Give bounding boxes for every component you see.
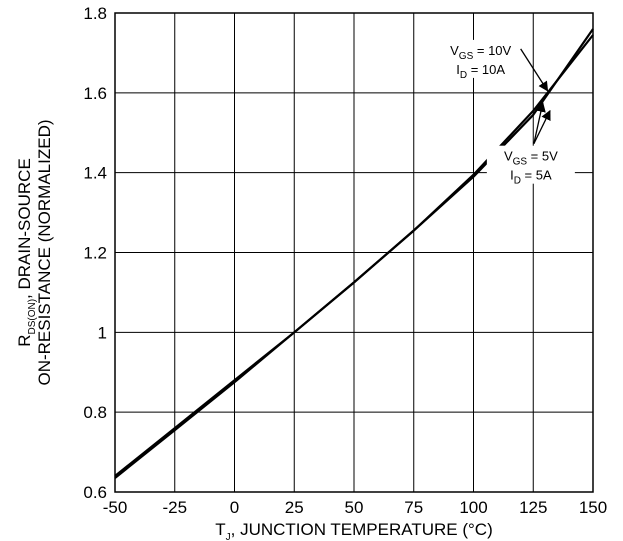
y-tick-labels: 0.6 0.8 1 1.2 1.4 1.6 1.8 xyxy=(83,4,107,502)
annotation-bg-2 xyxy=(486,145,575,184)
x-axis-label-rest: , JUNCTION TEMPERATURE (°C) xyxy=(231,520,493,539)
series-line-2 xyxy=(114,28,594,479)
y-axis-label-main: R xyxy=(15,335,34,347)
y-tick-label: 1.8 xyxy=(83,4,107,23)
x-axis-label: TJ, JUNCTION TEMPERATURE (°C) xyxy=(215,520,493,541)
x-axis-label-sub: J xyxy=(226,532,231,541)
y-axis-label-sub: DS(ON) xyxy=(27,299,38,335)
y-tick-label: 1.4 xyxy=(83,164,107,183)
annotation-1-line-2: ID = 10A xyxy=(456,62,505,81)
y-axis-label-rest: , DRAIN-SOURCE xyxy=(15,158,34,299)
y-tick-label: 0.8 xyxy=(83,403,107,422)
x-tick-label: -25 xyxy=(162,498,187,517)
y-tick-label: 0.6 xyxy=(83,483,107,502)
annotation-arrow xyxy=(533,101,546,144)
x-tick-labels: -50 -25 0 25 50 75 100 125 150 xyxy=(103,498,607,517)
x-tick-label: 75 xyxy=(404,498,423,517)
x-tick-label: 25 xyxy=(285,498,304,517)
annotation-bg-1 xyxy=(436,39,525,78)
y-tick-label: 1 xyxy=(98,323,107,342)
x-tick-label: 0 xyxy=(230,498,239,517)
series-group xyxy=(114,28,594,479)
annotation-1-line-1: VGS = 10V xyxy=(450,43,511,62)
annotation-arrow xyxy=(533,109,551,144)
y-axis-label-line1: RDS(ON), DRAIN-SOURCE xyxy=(15,158,38,347)
x-tick-label: 100 xyxy=(459,498,487,517)
annotation-2-line-2: ID = 5A xyxy=(510,168,552,187)
x-tick-label: 50 xyxy=(345,498,364,517)
x-tick-label: -50 xyxy=(103,498,128,517)
annotation-arrow xyxy=(520,48,549,92)
y-tick-label: 1.2 xyxy=(83,244,107,263)
y-tick-label: 1.6 xyxy=(83,84,107,103)
y-axis-label: RDS(ON), DRAIN-SOURCE ON-RESISTANCE (NOR… xyxy=(15,119,54,385)
x-tick-label: 125 xyxy=(519,498,547,517)
y-axis-label-line2: ON-RESISTANCE (NORMALIZED) xyxy=(35,119,54,385)
x-axis-label-main: T xyxy=(215,520,225,539)
plot-frame xyxy=(114,12,594,493)
annotation-2-line-1: VGS = 5V xyxy=(504,149,558,168)
x-tick-label: 150 xyxy=(579,498,607,517)
